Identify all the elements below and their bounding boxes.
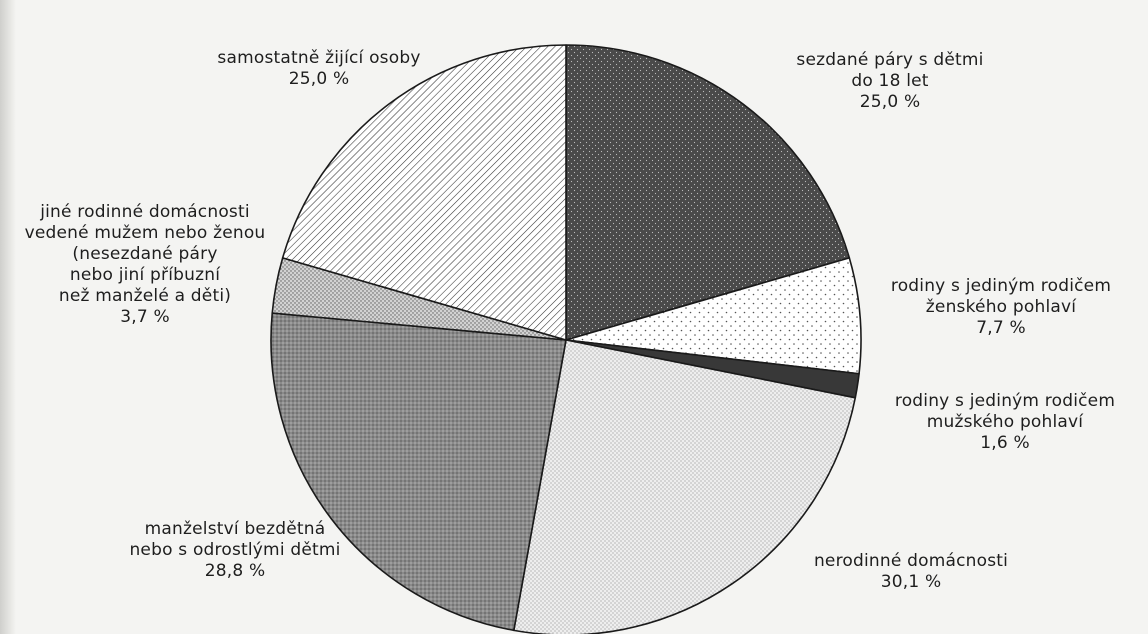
- label-muzske-line-1: rodiny s jediným rodičem: [894, 391, 1116, 411]
- label-muzske: rodiny s jediným rodičem mužského pohlaví…: [862, 391, 1148, 454]
- pie-slice-manzelstvi: [270, 312, 567, 632]
- pie-slice-zenske: [565, 257, 862, 375]
- label-samostatne-line-1: samostatně žijící osoby: [217, 48, 421, 68]
- label-samostatne: samostatně žijící osoby 25,0 %: [196, 48, 442, 90]
- pie-slices: [270, 44, 862, 634]
- label-nerodinne-line-1: nerodinné domácnosti: [813, 551, 1009, 571]
- page-edge-shadow: [0, 0, 16, 634]
- value-label-samostatne: 25,0 %: [288, 69, 350, 89]
- label-sezdane-line-1: sezdané páry s dětmi: [796, 50, 984, 70]
- value-label-jine: 3,7 %: [120, 307, 170, 327]
- label-zenske-line-2: ženského pohlaví: [925, 297, 1077, 317]
- pie-slice-samostatne: [281, 44, 567, 341]
- value-label-muzske: 1,6 %: [980, 433, 1030, 453]
- label-nerodinne: nerodinné domácnosti 30,1 %: [786, 551, 1036, 593]
- label-manzelstvi-line-1: manželství bezdětná: [144, 519, 326, 539]
- pie-slice-sezdane: [565, 44, 851, 341]
- label-jine-line-5: než manželé a děti): [58, 286, 232, 306]
- label-muzske-line-2: mužského pohlaví: [926, 412, 1084, 432]
- label-jine-line-1: jiné rodinné domácnosti: [40, 202, 250, 222]
- label-manzelstvi-line-2: nebo s odrostlými dětmi: [129, 540, 341, 560]
- pie-slice-nerodinne: [513, 339, 857, 634]
- label-zenske-line-1: rodiny s jediným rodičem: [890, 276, 1112, 296]
- label-jine-line-3: (nesezdané páry: [72, 244, 218, 264]
- label-manzelstvi: manželství bezdětná nebo s odrostlými dět…: [108, 519, 362, 582]
- value-label-nerodinne: 30,1 %: [880, 572, 942, 592]
- label-zenske: rodiny s jediným rodičem ženského pohlaví…: [862, 276, 1140, 339]
- label-jine-line-2: vedené mužem nebo ženou: [24, 223, 266, 243]
- value-label-sezdane: 25,0 %: [859, 92, 921, 112]
- value-label-zenske: 7,7 %: [976, 318, 1026, 338]
- label-sezdane: sezdané páry s dětmi do 18 let 25,0 %: [740, 50, 1040, 113]
- value-label-manzelstvi: 28,8 %: [204, 561, 266, 581]
- label-sezdane-line-2: do 18 let: [851, 71, 929, 91]
- label-jine-line-4: nebo jiní příbuzní: [69, 265, 221, 285]
- label-jine: jiné rodinné domácnosti vedené mužem nebo…: [6, 202, 284, 328]
